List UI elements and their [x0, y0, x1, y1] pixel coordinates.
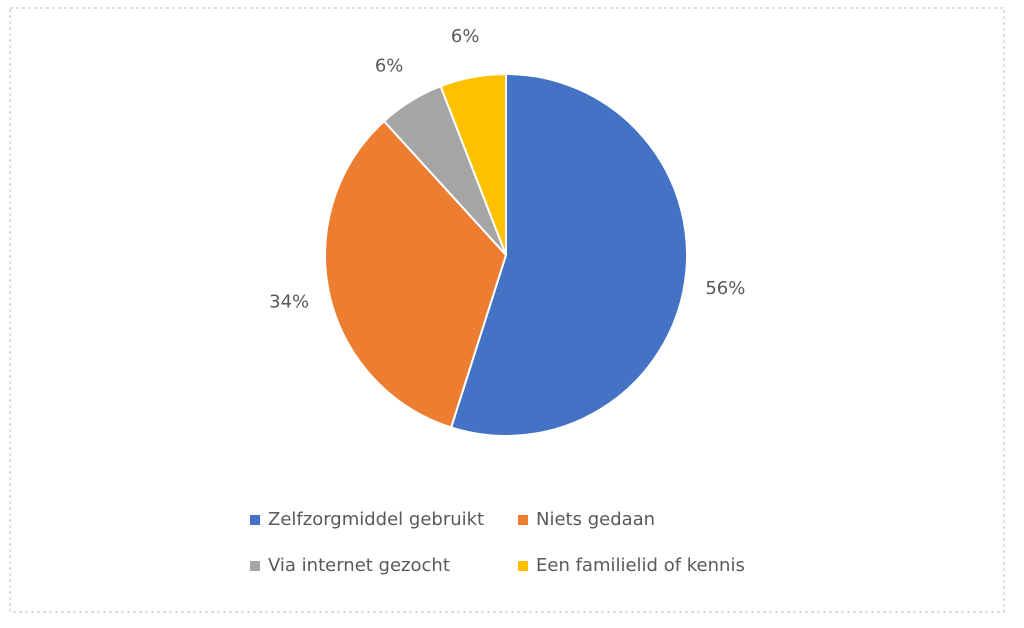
- legend-label: Een familielid of kennis: [536, 555, 745, 576]
- legend-swatch: [518, 561, 528, 571]
- legend-label: Zelfzorgmiddel gebruikt: [268, 509, 484, 530]
- legend-swatch: [518, 515, 528, 525]
- pie-slice: [324, 119, 508, 429]
- pie-slice: [439, 72, 507, 256]
- data-label: 34%: [269, 291, 309, 312]
- data-label: 6%: [451, 26, 480, 47]
- legend-label: Via internet gezocht: [268, 555, 450, 576]
- data-label: 6%: [375, 55, 404, 76]
- legend-label: Niets gedaan: [536, 509, 655, 530]
- pie-slice: [449, 72, 688, 437]
- legend-swatch: [250, 515, 260, 525]
- data-label: 56%: [705, 278, 745, 299]
- legend-swatch: [250, 561, 260, 571]
